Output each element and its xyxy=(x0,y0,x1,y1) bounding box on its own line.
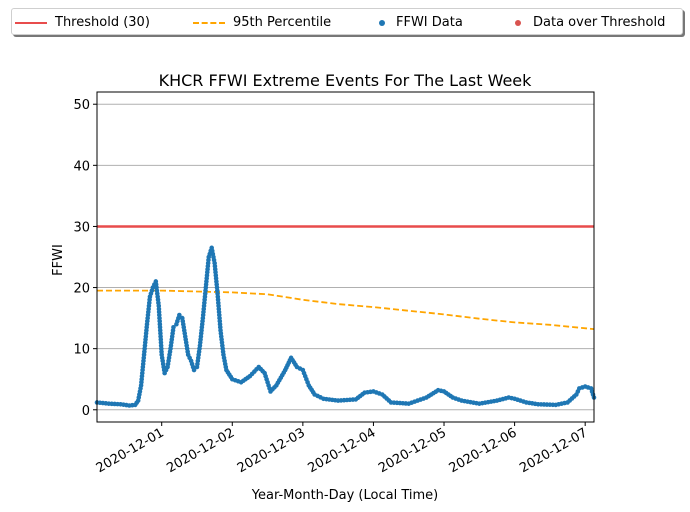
x-tick-label: 2020-12-01 xyxy=(94,425,167,476)
blue-dot-icon xyxy=(379,20,385,26)
x-tick-label: 2020-12-06 xyxy=(447,425,520,476)
x-tick-label: 2020-12-05 xyxy=(376,425,449,476)
legend-label-over-threshold: Data over Threshold xyxy=(533,15,666,30)
red-dot-icon xyxy=(515,20,521,26)
y-tick-label: 20 xyxy=(73,282,90,297)
y-grid xyxy=(97,103,594,411)
y-tick-label: 10 xyxy=(73,343,90,358)
legend-label-ffwi: FFWI Data xyxy=(396,15,463,30)
ffwi-data-point xyxy=(171,324,176,330)
y-tick-label: 30 xyxy=(73,220,90,235)
plot-frame xyxy=(96,91,595,423)
legend: Threshold (30) 95th Percentile FFWI Data… xyxy=(11,8,683,35)
percentile-95-line xyxy=(97,289,595,330)
y-tick-label: 40 xyxy=(73,159,90,174)
x-tick-label: 2020-12-03 xyxy=(235,425,308,476)
dashed-line-icon xyxy=(193,22,225,24)
ffwi-data-point xyxy=(177,312,182,318)
x-axis-label: Year-Month-Day (Local Time) xyxy=(251,488,438,503)
chart-title: KHCR FFWI Extreme Events For The Last We… xyxy=(159,71,533,90)
y-tick-label: 0 xyxy=(82,404,90,419)
legend-label-threshold: Threshold (30) xyxy=(55,15,150,30)
x-tick-label: 2020-12-07 xyxy=(517,425,590,476)
x-tick-label: 2020-12-04 xyxy=(305,425,378,476)
y-axis-label: FFWI xyxy=(51,244,66,276)
plot-series xyxy=(94,225,597,408)
threshold-line-icon xyxy=(15,22,47,24)
x-tick-label: 2020-12-02 xyxy=(164,425,237,476)
y-tick-label: 50 xyxy=(73,98,90,113)
legend-label-95th: 95th Percentile xyxy=(233,15,332,30)
ffwi-data-point xyxy=(191,367,197,373)
